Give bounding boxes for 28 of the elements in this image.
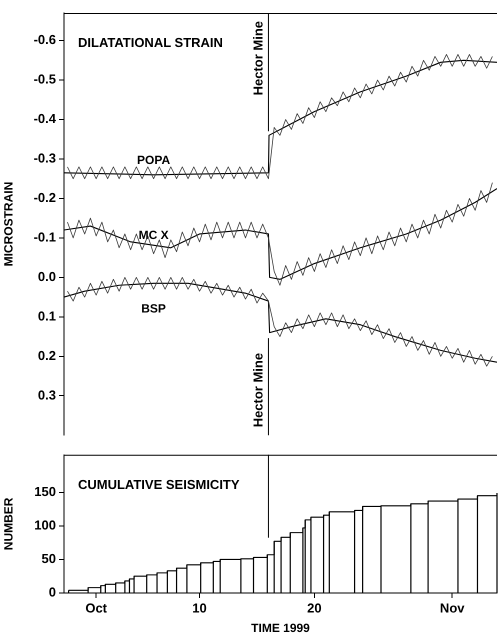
y-tick-label: 0.2	[38, 348, 56, 363]
y-axis-title: NUMBER	[2, 497, 16, 550]
x-tick-label: 20	[307, 600, 322, 616]
text: DILATATIONAL STRAIN	[78, 35, 223, 50]
annotation: Hector Mine	[250, 352, 266, 428]
y-tick-label: 100	[34, 517, 56, 532]
y-tick-label: -0.3	[34, 150, 56, 166]
ref-line-label: Hector Mine	[250, 21, 266, 96]
y-tick-label: 0.0	[38, 268, 56, 284]
y-tick-label: -0.1	[34, 229, 56, 244]
y-tick-label: 0	[48, 584, 56, 600]
series-label: POPA	[137, 153, 170, 168]
y-tick-label: -0.4	[34, 111, 57, 126]
series-label: BSP	[141, 302, 166, 316]
y-tick-label: 0.1	[38, 308, 56, 324]
x-tick-label: 10	[192, 600, 207, 616]
y-axis-title: MICROSTRAIN	[2, 182, 16, 266]
y-tick-label: -0.5	[34, 72, 56, 87]
y-tick-label: 150	[34, 484, 56, 499]
x-axis-title: TIME 1999	[251, 621, 310, 636]
y-tick-label: -0.6	[34, 32, 56, 48]
y-tick-label: -0.2	[34, 190, 56, 206]
x-tick-label: Oct	[85, 600, 108, 616]
text: CUMULATIVE SEISMICITY	[78, 476, 240, 492]
x-tick-label: Nov	[440, 600, 466, 616]
series-label: MC X	[138, 228, 169, 242]
y-tick-label: 0.3	[38, 387, 56, 402]
y-tick-label: 50	[42, 551, 56, 566]
